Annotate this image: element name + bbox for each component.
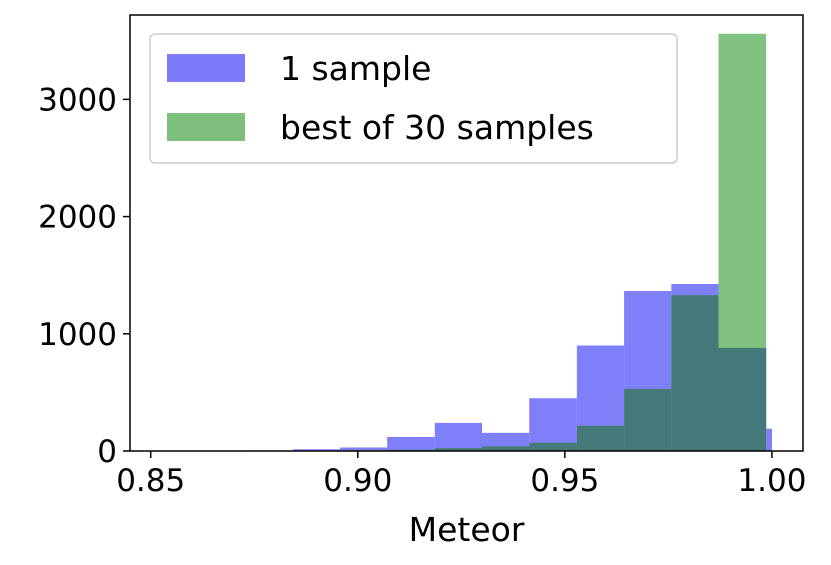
overlap-bar-6	[624, 388, 672, 451]
bar-1-sample-3	[292, 449, 340, 451]
x-axis-title: Meteor	[409, 510, 525, 549]
overlap-bar-2	[434, 448, 483, 451]
bar-1-sample-4	[339, 447, 388, 451]
overlap-bar-8	[718, 347, 767, 451]
y-tick-label: 3000	[38, 82, 117, 118]
legend-swatch-best-of-30-samples	[167, 113, 245, 141]
y-axis-ticks: 0 1000 2000 3000	[38, 82, 130, 470]
bar-1-sample-6	[434, 422, 483, 451]
overlap-bar-5	[576, 425, 625, 451]
plot-frame	[129, 14, 804, 452]
bar-1-sample-5	[387, 436, 435, 451]
overlap-bar-3	[482, 446, 530, 451]
x-tick-label: 1.00	[737, 463, 806, 499]
x-tick-label: 0.95	[530, 463, 599, 499]
legend-label-best-of-30-samples: best of 30 samples	[280, 108, 594, 147]
y-tick-label: 0	[97, 434, 117, 470]
bar-1-sample-8	[529, 398, 577, 451]
overlap-bar-4	[529, 442, 577, 451]
legend-label-1-sample: 1 sample	[280, 49, 431, 88]
x-axis-ticks: 0.85 0.90 0.95 1.00	[116, 451, 806, 499]
y-tick-label: 1000	[38, 317, 117, 353]
legend-box	[149, 33, 678, 164]
x-tick-label: 0.85	[116, 463, 185, 499]
y-tick-label: 2000	[38, 200, 117, 236]
legend: 1 sample best of 30 samples	[149, 33, 678, 164]
bar-1-sample-13	[766, 428, 772, 451]
x-tick-label: 0.90	[323, 463, 392, 499]
overlap-bars	[339, 295, 767, 451]
legend-swatch-1-sample	[167, 54, 245, 82]
overlap-bar-7	[671, 295, 719, 451]
